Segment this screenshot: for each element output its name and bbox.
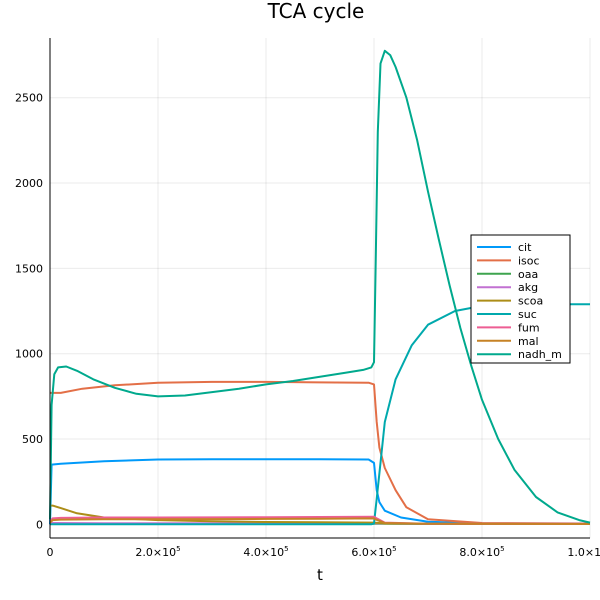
series-line-nadh_m (49, 49, 591, 524)
series-line-isoc (50, 380, 591, 525)
y-tick-label: 2000 (15, 177, 43, 190)
legend-label-oaa: oaa (518, 268, 538, 281)
legend-label-mal: mal (518, 335, 539, 348)
series-line-cit (49, 458, 591, 525)
legend-label-cit: cit (518, 241, 532, 254)
legend-label-suc: suc (518, 308, 537, 321)
x-tick-label: 0 (47, 546, 54, 559)
x-axis-label: t (317, 566, 323, 584)
y-tick-label: 1000 (15, 348, 43, 361)
y-tick-label: 2500 (15, 92, 43, 105)
legend-label-nadh_m: nadh_m (518, 348, 562, 361)
y-tick-label: 500 (22, 433, 43, 446)
y-tick-label: 0 (36, 518, 43, 531)
x-tick-label: 2.0×105 (135, 545, 180, 559)
series-line-scoa (50, 504, 591, 525)
x-tick-label: 6.0×105 (351, 545, 396, 559)
series-line-mal (49, 517, 591, 525)
x-tick-exponent: 5 (500, 545, 504, 553)
x-tick-label: 4.0×105 (243, 545, 288, 559)
x-tick-labels: 0 2.0×105 4.0×105 6.0×105 8.0×105 1.0×106 (47, 545, 600, 559)
y-tick-labels: 0 500 1000 1500 2000 2500 (15, 92, 43, 532)
axes (49, 38, 590, 539)
x-tick-exponent: 5 (176, 545, 180, 553)
y-tick-label: 1500 (15, 262, 43, 275)
legend-label-fum: fum (518, 321, 540, 334)
x-tick-label: 8.0×105 (459, 545, 504, 559)
legend-label-akg: akg (518, 281, 538, 294)
x-tick-label: 1.0×106 (567, 545, 600, 559)
legend-label-scoa: scoa (518, 295, 543, 308)
series-layer (49, 49, 591, 526)
chart-title: TCA cycle (267, 0, 365, 23)
legend-label-isoc: isoc (518, 254, 540, 267)
x-tick-exponent: 5 (392, 545, 396, 553)
series-line-suc (50, 303, 590, 526)
x-tick-exponent: 5 (284, 545, 288, 553)
